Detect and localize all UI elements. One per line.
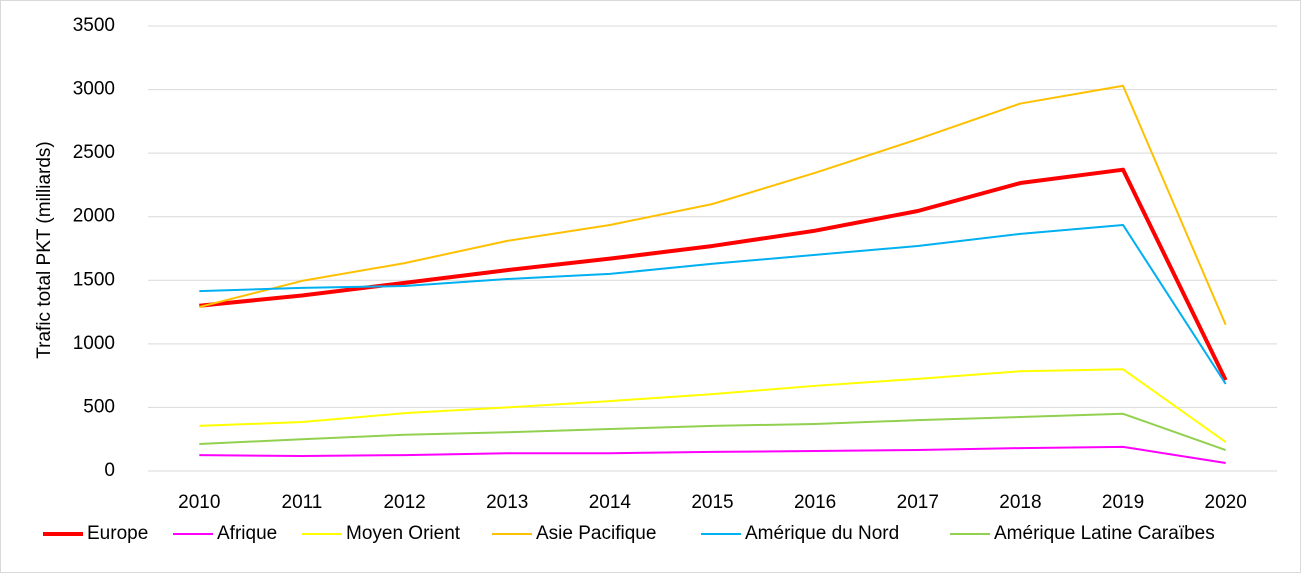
legend-label: Moyen Orient — [346, 523, 461, 544]
x-tick-label: 2013 — [486, 492, 528, 513]
y-tick-label: 2000 — [73, 206, 115, 227]
legend-label: Asie Pacifique — [536, 523, 656, 544]
y-tick-label: 2500 — [73, 142, 115, 163]
x-tick-label: 2010 — [178, 492, 220, 513]
x-tick-label: 2014 — [589, 492, 632, 513]
legend-label: Europe — [87, 523, 148, 544]
legend-label: Afrique — [217, 523, 277, 544]
y-tick-label: 3000 — [73, 79, 115, 100]
y-tick-label: 1000 — [73, 333, 115, 354]
x-tick-label: 2017 — [897, 492, 939, 513]
series-line — [199, 445, 1226, 464]
x-tick-label: 2011 — [282, 492, 323, 513]
x-tick-label: 2020 — [1205, 492, 1247, 513]
x-tick-label: 2019 — [1102, 492, 1144, 513]
series-line — [199, 223, 1227, 385]
y-tick-label: 0 — [104, 460, 115, 481]
y-tick-label: 500 — [83, 396, 115, 417]
series-line — [199, 412, 1227, 451]
y-axis-title: Trafic total PKT (milliards) — [34, 141, 55, 358]
series-line — [199, 84, 1227, 326]
x-tick-label: 2015 — [691, 492, 733, 513]
x-tick-label: 2016 — [794, 492, 836, 513]
y-tick-label: 1500 — [73, 269, 115, 290]
y-tick-label: 3500 — [73, 15, 115, 36]
x-tick-label: 2018 — [999, 492, 1041, 513]
series-line — [199, 368, 1227, 443]
legend-label: Amérique Latine Caraïbes — [994, 523, 1215, 544]
legend-label: Amérique du Nord — [745, 523, 899, 544]
x-tick-label: 2012 — [383, 492, 425, 513]
